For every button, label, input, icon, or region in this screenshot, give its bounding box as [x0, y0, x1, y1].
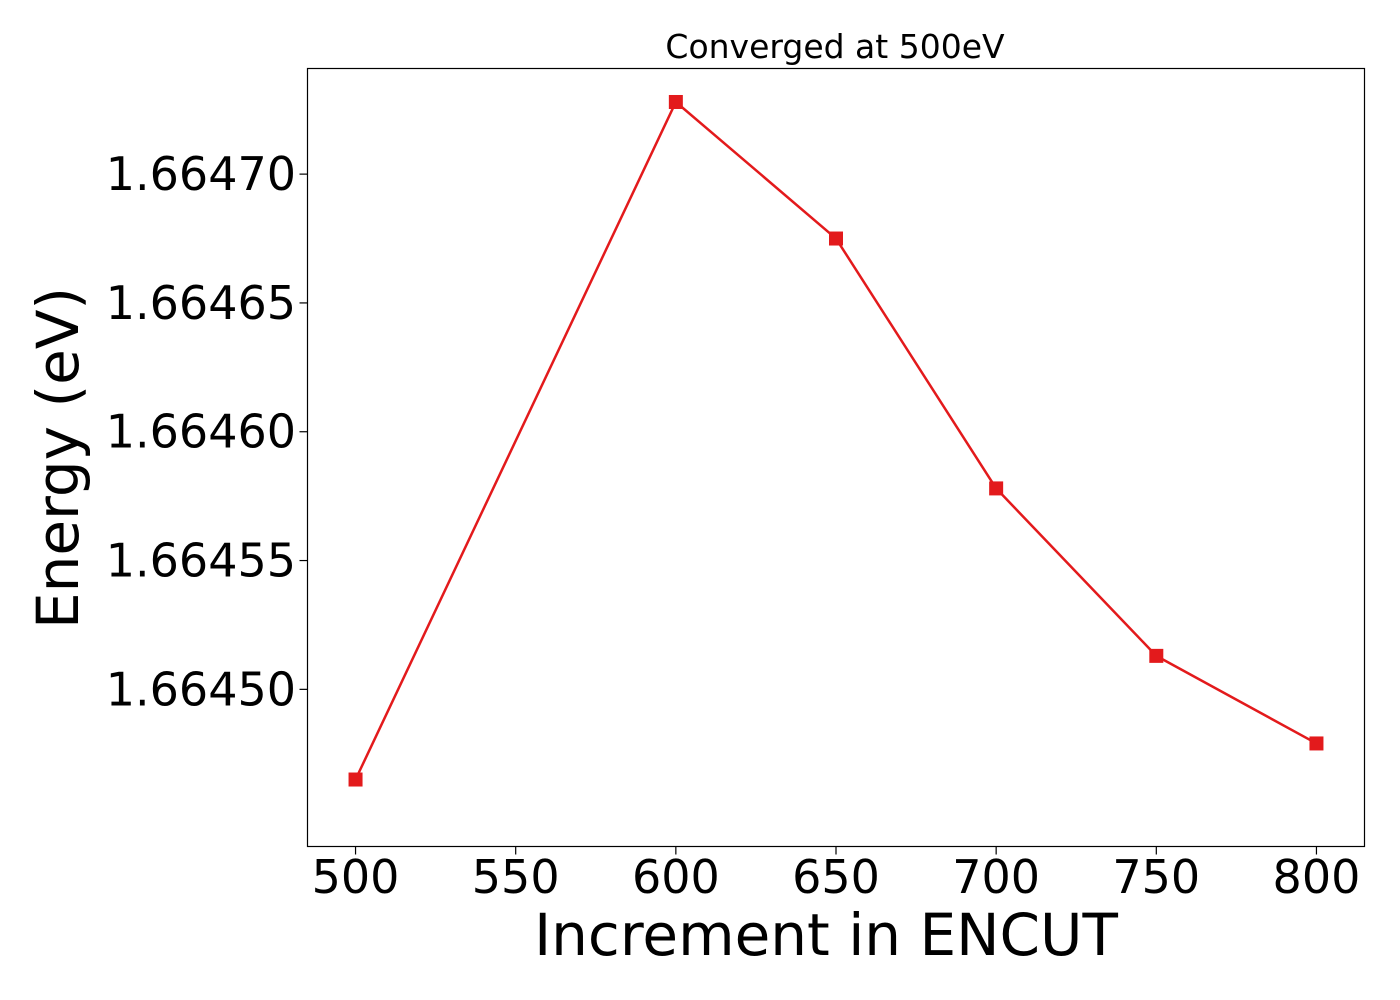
x-tick-label: 600 [632, 850, 720, 904]
data-point-marker [989, 481, 1004, 496]
y-axis-label: Energy (eV) [24, 287, 92, 629]
x-tick-label: 650 [792, 850, 880, 904]
series-line [354, 100, 1318, 781]
plot-frame [306, 67, 1366, 848]
x-tick-label: 500 [312, 850, 400, 904]
y-tick-label: 1.66450 [106, 662, 296, 716]
data-point-marker [348, 772, 363, 787]
x-axis: 500 550 600 650 700 750 800 [312, 846, 1361, 904]
x-tick-label: 750 [1112, 850, 1200, 904]
data-point-marker [829, 231, 843, 246]
series-layer [348, 94, 1324, 787]
x-tick-label: 550 [472, 850, 560, 904]
plot-area [306, 67, 1366, 848]
data-point-marker [1309, 736, 1324, 751]
x-tick-label: 700 [952, 850, 1040, 904]
y-tick-label: 1.66460 [106, 405, 296, 459]
data-point-marker [1149, 648, 1164, 663]
x-tick-label: 800 [1273, 850, 1361, 904]
y-axis: 1.66450 1.66455 1.66460 1.66465 1.66470 [106, 147, 308, 716]
y-tick-label: 1.66470 [106, 147, 296, 201]
y-tick-label: 1.66455 [106, 534, 296, 588]
y-tick-label: 1.66465 [106, 276, 296, 330]
chart-title: Converged at 500eV [665, 27, 1005, 66]
data-point-marker [668, 94, 683, 109]
x-axis-label: Increment in ENCUT [534, 901, 1118, 969]
